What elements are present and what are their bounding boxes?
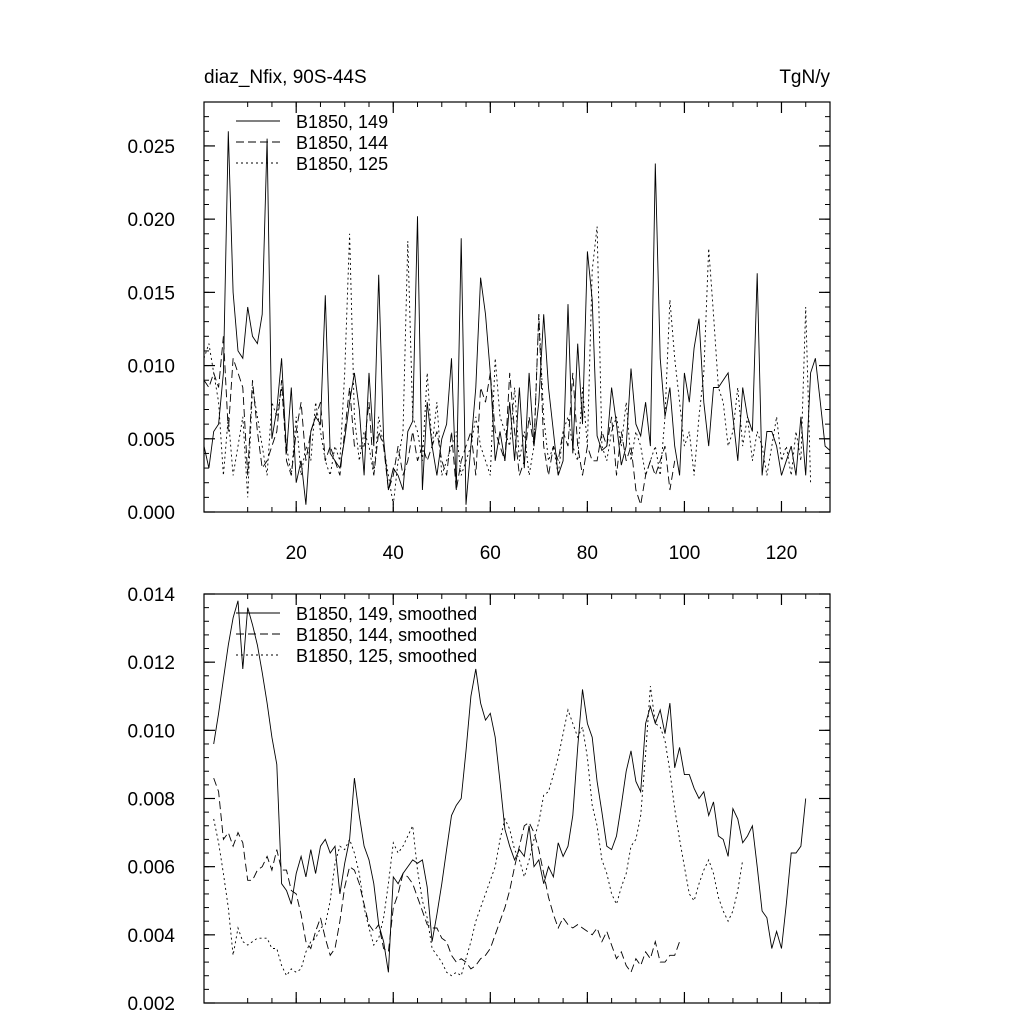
legend-label-1: B1850, 149, smoothed — [296, 604, 477, 624]
y-tick-label: 0.004 — [127, 926, 175, 947]
legend-label-1: B1850, 149 — [296, 112, 388, 132]
x-tick-label: 80 — [577, 543, 598, 564]
y-tick-label: 0.010 — [127, 357, 175, 378]
legend-label-2: B1850, 144 — [296, 133, 388, 153]
y-tick-label: 0.015 — [127, 283, 175, 304]
y-tick-label: 0.005 — [127, 430, 175, 451]
legend-label-2: B1850, 144, smoothed — [296, 625, 477, 645]
legend-label-3: B1850, 125 — [296, 154, 388, 174]
series-line-3 — [213, 685, 744, 977]
y-tick-label: 0.020 — [127, 210, 175, 231]
x-tick-label: 120 — [766, 543, 798, 564]
series-line-1 — [213, 600, 807, 973]
top-panel: 0.000 0.005 0.010 0.015 0.020 0.025 20 40 60 80 10… — [127, 67, 831, 564]
series-line-1 — [204, 131, 830, 505]
x-tick-label: 100 — [669, 543, 701, 564]
y-tick-label: 0.002 — [127, 994, 175, 1015]
y-tick-label: 0.008 — [127, 790, 175, 811]
y-tick-label: 0.010 — [127, 721, 175, 742]
series-line-2 — [213, 777, 681, 974]
y-tick-label: 0.025 — [127, 137, 175, 158]
x-tick-label: 60 — [480, 543, 501, 564]
legend-label-3: B1850, 125, smoothed — [296, 646, 477, 666]
bottom-panel: 0.002 0.004 0.006 0.008 0.010 0.012 0.014 B1850… — [127, 585, 831, 1015]
chart-title-left: diaz_Nfix, 90S-44S — [204, 67, 367, 88]
x-tick-label: 40 — [383, 543, 404, 564]
series-line-2 — [204, 314, 676, 505]
y-tick-label: 0.014 — [127, 585, 175, 606]
y-tick-label: 0.012 — [127, 653, 175, 674]
series-line-3 — [204, 226, 812, 505]
chart-title-right: TgN/y — [779, 67, 830, 88]
y-tick-label: 0.006 — [127, 858, 175, 879]
y-tick-label: 0.000 — [127, 503, 175, 524]
x-tick-label: 20 — [286, 543, 307, 564]
